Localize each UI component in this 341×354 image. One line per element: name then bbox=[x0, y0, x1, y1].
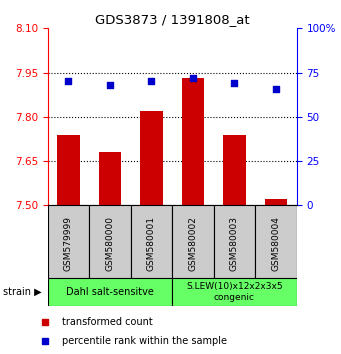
Point bbox=[190, 75, 196, 81]
Bar bbox=[131, 205, 172, 278]
Text: GSM580001: GSM580001 bbox=[147, 216, 156, 271]
Bar bbox=[214, 205, 255, 278]
Title: GDS3873 / 1391808_at: GDS3873 / 1391808_at bbox=[95, 13, 250, 26]
Text: GSM580004: GSM580004 bbox=[271, 216, 280, 271]
Bar bbox=[48, 278, 172, 306]
Text: S.LEW(10)x12x2x3x5
congenic: S.LEW(10)x12x2x3x5 congenic bbox=[186, 282, 283, 302]
Text: GSM580000: GSM580000 bbox=[105, 216, 115, 271]
Point bbox=[273, 86, 279, 91]
Bar bbox=[89, 205, 131, 278]
Text: strain ▶: strain ▶ bbox=[3, 287, 42, 297]
Bar bbox=[99, 152, 121, 205]
Bar bbox=[140, 111, 163, 205]
Point bbox=[149, 79, 154, 84]
Bar bbox=[57, 135, 80, 205]
Text: percentile rank within the sample: percentile rank within the sample bbox=[62, 336, 227, 346]
Bar bbox=[223, 135, 246, 205]
Bar bbox=[255, 205, 297, 278]
Bar bbox=[48, 205, 89, 278]
Text: GSM580002: GSM580002 bbox=[189, 216, 197, 271]
Bar bbox=[172, 205, 214, 278]
Text: GSM580003: GSM580003 bbox=[230, 216, 239, 271]
Text: transformed count: transformed count bbox=[62, 318, 152, 327]
Point bbox=[232, 80, 237, 86]
Bar bbox=[265, 199, 287, 205]
Text: Dahl salt-sensitve: Dahl salt-sensitve bbox=[66, 287, 154, 297]
Bar bbox=[181, 79, 204, 205]
Bar bbox=[172, 278, 297, 306]
Point bbox=[66, 79, 71, 84]
Text: GSM579999: GSM579999 bbox=[64, 216, 73, 271]
Point bbox=[107, 82, 113, 88]
